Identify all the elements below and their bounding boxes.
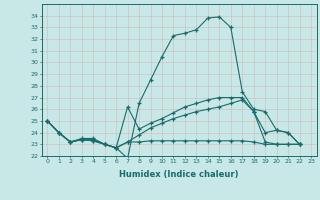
X-axis label: Humidex (Indice chaleur): Humidex (Indice chaleur) — [119, 170, 239, 179]
